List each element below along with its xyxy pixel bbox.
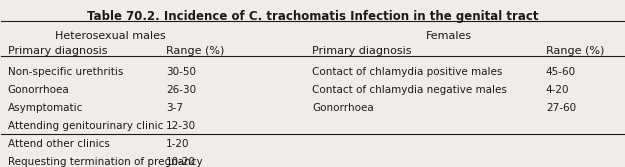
Text: Contact of chlamydia positive males: Contact of chlamydia positive males [312, 67, 503, 77]
Text: 4-20: 4-20 [546, 85, 569, 95]
Text: Females: Females [426, 31, 472, 41]
Text: 10-20: 10-20 [166, 157, 196, 167]
Text: Primary diagnosis: Primary diagnosis [312, 46, 412, 56]
Text: Contact of chlamydia negative males: Contact of chlamydia negative males [312, 85, 508, 95]
Text: 27-60: 27-60 [546, 103, 576, 113]
Text: Requesting termination of pregnancy: Requesting termination of pregnancy [8, 157, 202, 167]
Text: Table 70.2. Incidence of C. trachomatis Infection in the genital tract: Table 70.2. Incidence of C. trachomatis … [87, 10, 538, 23]
Text: 30-50: 30-50 [166, 67, 196, 77]
Text: Gonorrhoea: Gonorrhoea [8, 85, 69, 95]
Text: Attending genitourinary clinic: Attending genitourinary clinic [8, 121, 163, 131]
Text: 12-30: 12-30 [166, 121, 196, 131]
Text: 1-20: 1-20 [166, 139, 190, 149]
Text: Range (%): Range (%) [166, 46, 224, 56]
Text: Primary diagnosis: Primary diagnosis [8, 46, 107, 56]
Text: Gonorrhoea: Gonorrhoea [312, 103, 374, 113]
Text: Non-specific urethritis: Non-specific urethritis [8, 67, 123, 77]
Text: Heterosexual males: Heterosexual males [55, 31, 166, 41]
Text: Range (%): Range (%) [546, 46, 604, 56]
Text: 45-60: 45-60 [546, 67, 576, 77]
Text: Asymptomatic: Asymptomatic [8, 103, 83, 113]
Text: 3-7: 3-7 [166, 103, 183, 113]
Text: Attend other clinics: Attend other clinics [8, 139, 109, 149]
Text: 26-30: 26-30 [166, 85, 196, 95]
